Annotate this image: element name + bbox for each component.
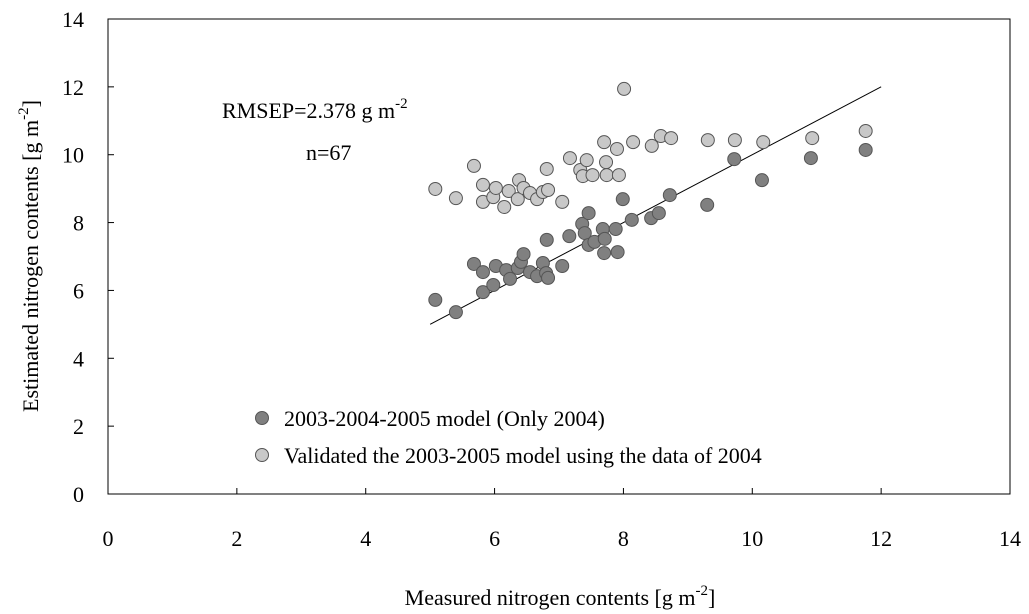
y-tick-label: 14 — [62, 7, 84, 32]
point — [803, 151, 818, 166]
y-axis-label-text: Estimated nitrogen contents [g m — [18, 120, 43, 412]
point — [754, 173, 769, 188]
x-axis-label-text: Measured nitrogen contents [g m — [405, 585, 696, 610]
annotation: n=67 — [306, 140, 351, 165]
y-tick-label: 8 — [73, 211, 84, 236]
point — [555, 259, 570, 273]
point — [858, 142, 873, 157]
point — [448, 191, 463, 206]
y-tick-label: 0 — [73, 482, 84, 507]
x-tick-label: 14 — [999, 526, 1021, 551]
legend-label: Validated the 2003-2005 model using the … — [284, 443, 762, 468]
point — [662, 188, 677, 203]
point — [428, 181, 443, 196]
point — [617, 81, 632, 96]
y-tick-label: 10 — [62, 143, 84, 168]
x-axis-label-sup: -2 — [695, 583, 708, 599]
y-axis-label: Estimated nitrogen contents [g m-2] — [16, 100, 43, 412]
x-tick-label: 2 — [231, 526, 242, 551]
point — [475, 265, 490, 280]
point — [615, 192, 630, 207]
point — [488, 180, 503, 195]
point — [466, 158, 481, 173]
point — [609, 141, 624, 156]
plot-frame — [107, 18, 1011, 495]
point — [539, 232, 554, 247]
point — [503, 271, 518, 286]
point — [597, 231, 612, 246]
point — [858, 123, 873, 138]
annotation-text: RMSEP=2.378 g m — [222, 98, 395, 123]
x-axis-label: Measured nitrogen contents [g m-2] — [405, 583, 716, 610]
point — [448, 305, 463, 320]
point — [585, 168, 600, 183]
point — [624, 212, 639, 227]
point — [562, 229, 577, 244]
point — [727, 152, 742, 167]
point — [597, 135, 612, 150]
legend-label: 2003-2004-2005 model (Only 2004) — [284, 406, 605, 431]
y-axis-label-sup: -2 — [16, 107, 32, 120]
point — [579, 153, 594, 168]
point — [541, 270, 556, 285]
x-tick-label: 12 — [870, 526, 892, 551]
x-tick-label: 0 — [103, 526, 114, 551]
point — [516, 247, 531, 262]
y-tick-label: 12 — [62, 75, 84, 100]
point — [599, 168, 614, 183]
x-tick-label: 10 — [741, 526, 763, 551]
point — [626, 135, 641, 150]
y-tick-label: 2 — [73, 414, 84, 439]
point — [700, 197, 715, 212]
x-axis-label-after: ] — [708, 585, 715, 610]
point — [428, 292, 443, 307]
point — [599, 155, 614, 170]
legend-marker — [255, 448, 269, 462]
reference-line — [429, 86, 882, 325]
point — [651, 206, 666, 221]
point — [727, 133, 742, 148]
point — [805, 131, 820, 146]
point — [486, 278, 501, 292]
x-tick-label: 6 — [489, 526, 500, 551]
point — [497, 199, 512, 214]
annotation-text: n=67 — [306, 140, 351, 165]
y-tick-label: 4 — [73, 346, 84, 371]
annotation-sup: -2 — [395, 96, 408, 112]
point — [539, 161, 554, 176]
point — [608, 222, 623, 237]
point — [501, 184, 516, 199]
point — [466, 256, 481, 271]
point — [475, 285, 490, 300]
point — [541, 183, 556, 197]
point — [475, 177, 490, 192]
y-tick-label: 6 — [73, 278, 84, 303]
point — [664, 131, 679, 146]
y-axis-label-after: ] — [18, 100, 43, 107]
point — [555, 194, 570, 209]
point — [581, 206, 596, 221]
point — [597, 246, 612, 261]
x-tick-label: 8 — [618, 526, 629, 551]
annotation: RMSEP=2.378 g m-2 — [222, 96, 408, 123]
point — [611, 168, 626, 183]
point — [756, 135, 771, 150]
point — [644, 138, 659, 153]
x-tick-label: 4 — [360, 526, 371, 551]
point — [562, 151, 577, 166]
point — [510, 192, 525, 207]
legend-marker — [255, 411, 269, 425]
point — [700, 133, 715, 148]
point — [610, 245, 625, 260]
